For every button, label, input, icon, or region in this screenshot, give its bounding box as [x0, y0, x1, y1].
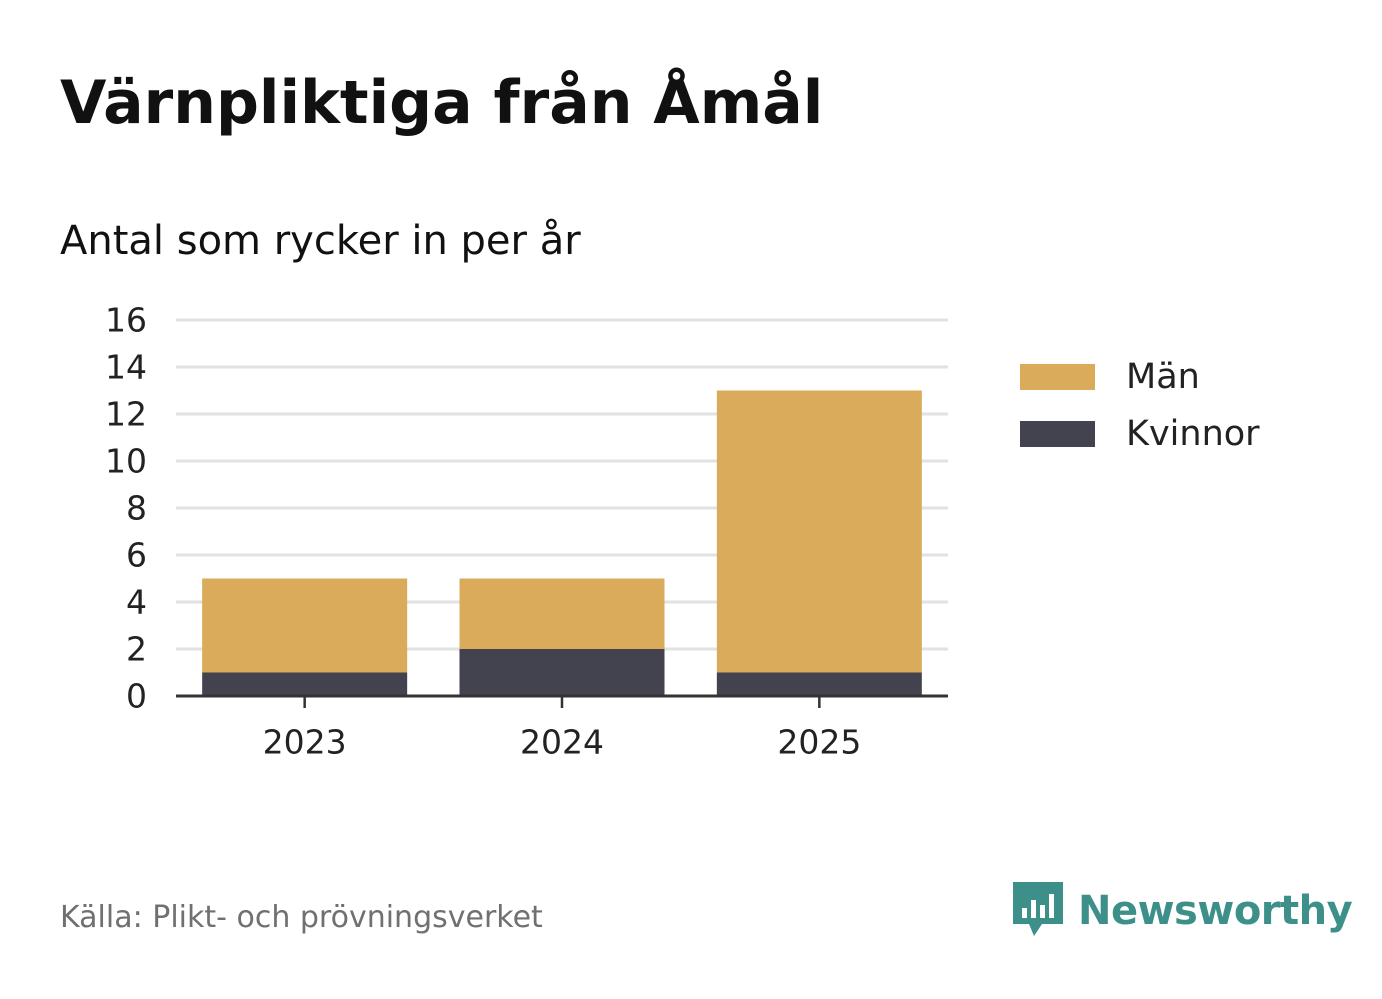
- bar-2024-man: [459, 578, 665, 649]
- bar-2025-kvinnor: [716, 672, 922, 696]
- chart-title: Värnpliktiga från Åmål: [60, 68, 824, 138]
- x-tick-label: 2025: [777, 723, 861, 762]
- bar-2025-man: [716, 390, 922, 673]
- legend-label-man: Män: [1126, 357, 1200, 397]
- y-tick-label: 10: [105, 442, 147, 481]
- legend-swatch-kvinnor: [1020, 421, 1095, 447]
- x-tick-label: 2024: [520, 723, 604, 762]
- y-tick-label: 2: [126, 630, 147, 669]
- y-tick-label: 12: [105, 395, 147, 434]
- y-tick-label: 14: [105, 348, 147, 387]
- bar-2023-kvinnor: [202, 672, 408, 696]
- stacked-bar-chart: 0 2 4 6 8 10 12 14 16 2023 2024 2025 Män Kvinnor: [105, 301, 1260, 762]
- legend-swatch-man: [1020, 364, 1095, 390]
- newsworthy-logo[interactable]: Newsworthy: [1010, 878, 1353, 944]
- source-note: Källa: Plikt- och prövningsverket: [60, 900, 543, 935]
- y-tick-label: 8: [126, 489, 147, 528]
- y-tick-label: 0: [126, 677, 147, 716]
- newsworthy-logo-icon: [1010, 878, 1066, 944]
- bar-2024-kvinnor: [459, 649, 665, 696]
- y-tick-label: 16: [105, 301, 147, 340]
- brand-name: Newsworthy: [1078, 888, 1353, 934]
- y-tick-label: 6: [126, 536, 147, 575]
- chart-subtitle: Antal som rycker in per år: [60, 218, 581, 264]
- y-tick-label: 4: [126, 583, 147, 622]
- x-tick-label: 2023: [263, 723, 347, 762]
- bar-2023-man: [202, 578, 408, 673]
- legend-label-kvinnor: Kvinnor: [1126, 414, 1260, 454]
